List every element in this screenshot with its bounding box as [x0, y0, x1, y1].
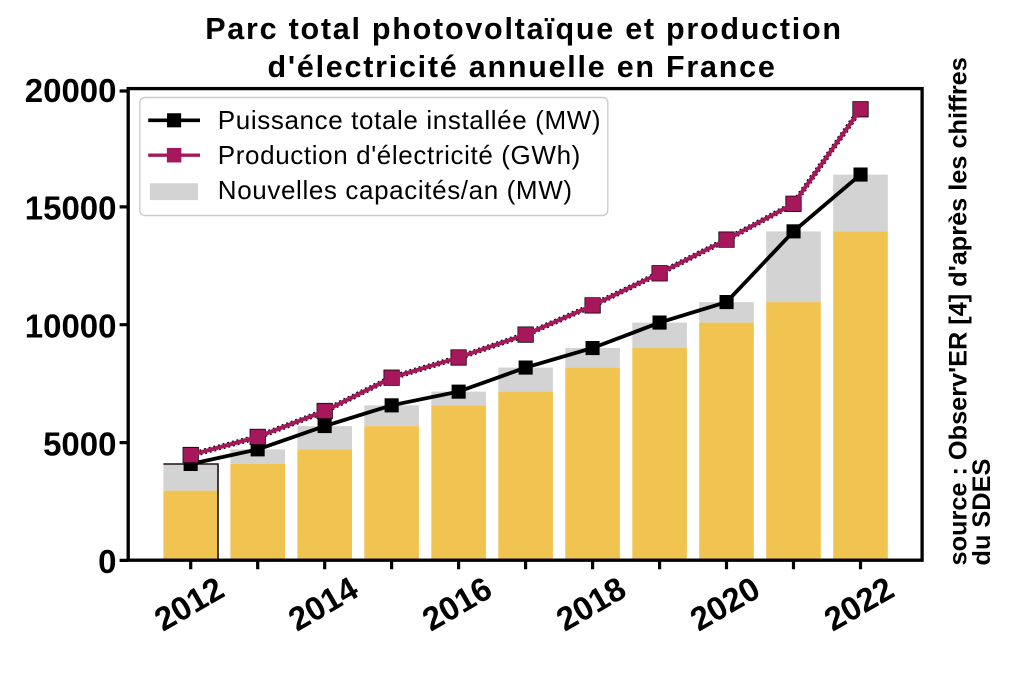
- svg-text:2016: 2016: [416, 569, 498, 638]
- svg-text:Parc total photovoltaïque et p: Parc total photovoltaïque et production: [205, 12, 843, 46]
- svg-text:du SDES: du SDES: [968, 459, 996, 566]
- svg-text:5000: 5000: [43, 425, 116, 462]
- svg-text:2012: 2012: [148, 569, 230, 638]
- svg-text:2014: 2014: [282, 569, 365, 638]
- svg-text:d'électricité annuelle en Fran: d'électricité annuelle en France: [267, 50, 776, 84]
- svg-text:2022: 2022: [818, 569, 900, 638]
- svg-text:2020: 2020: [684, 569, 766, 638]
- svg-text:Nouvelles capacités/an (MW): Nouvelles capacités/an (MW): [218, 175, 573, 205]
- svg-text:2018: 2018: [550, 569, 632, 638]
- svg-text:Production d'électricité (GWh): Production d'électricité (GWh): [218, 140, 581, 170]
- svg-text:source : Observ'ER [4] d'après: source : Observ'ER [4] d'après les chiff…: [945, 57, 973, 565]
- svg-text:20000: 20000: [25, 72, 117, 109]
- svg-text:15000: 15000: [25, 190, 117, 227]
- svg-text:10000: 10000: [25, 308, 117, 345]
- svg-text:Puissance totale installée (MW: Puissance totale installée (MW): [218, 105, 601, 135]
- svg-text:0: 0: [98, 543, 116, 580]
